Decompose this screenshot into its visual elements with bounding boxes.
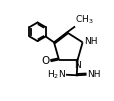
Text: N: N <box>73 61 80 70</box>
Text: NH: NH <box>87 70 100 79</box>
Text: NH: NH <box>84 37 97 46</box>
Text: CH$_3$: CH$_3$ <box>74 14 93 26</box>
Text: O: O <box>41 56 49 66</box>
Text: H$_2$N: H$_2$N <box>47 68 66 81</box>
